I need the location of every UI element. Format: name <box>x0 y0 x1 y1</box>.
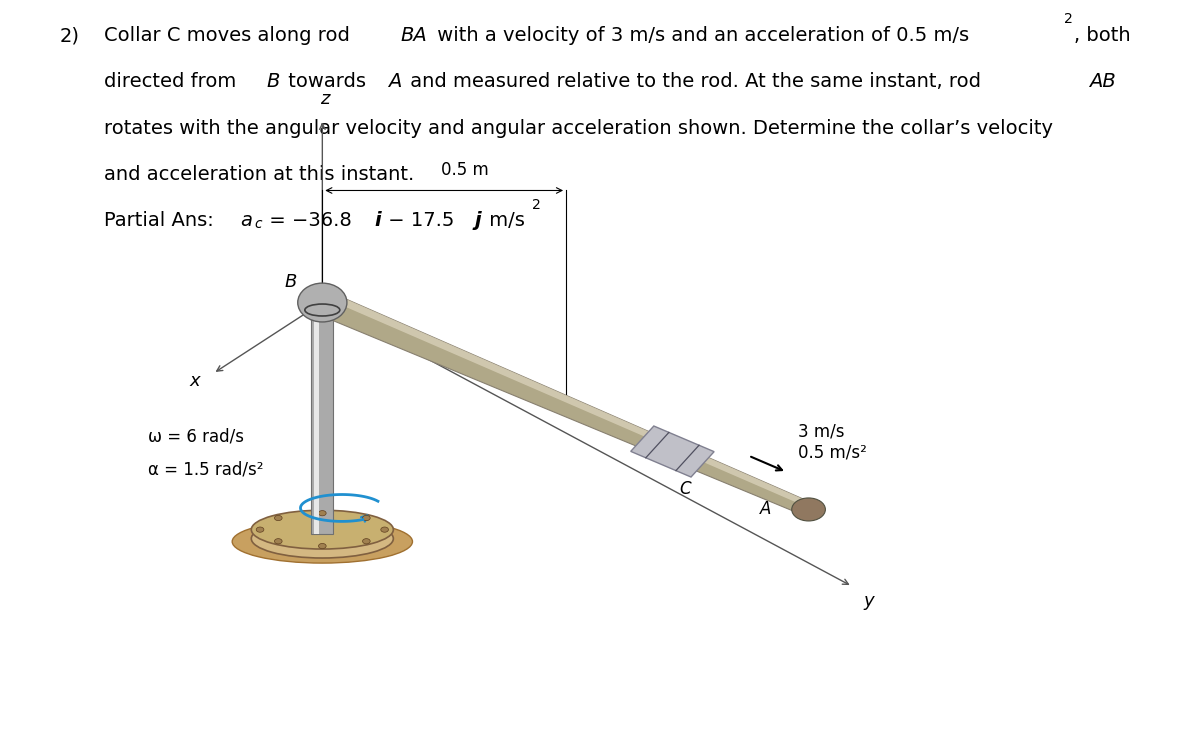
Text: B: B <box>284 273 298 291</box>
Circle shape <box>362 515 370 521</box>
Circle shape <box>318 544 326 548</box>
Text: 2): 2) <box>60 26 80 45</box>
Text: Partial Ans:: Partial Ans: <box>104 211 220 230</box>
Circle shape <box>275 515 282 521</box>
Text: = −36.8: = −36.8 <box>263 211 358 230</box>
Text: AB: AB <box>1090 72 1116 91</box>
Text: A: A <box>389 72 402 91</box>
Polygon shape <box>631 426 714 477</box>
Text: j: j <box>475 211 481 230</box>
Text: 0.5 m: 0.5 m <box>440 161 488 179</box>
Text: rotates with the angular velocity and angular acceleration shown. Determine the : rotates with the angular velocity and an… <box>104 119 1052 137</box>
Text: B: B <box>266 72 280 91</box>
Text: directed from: directed from <box>104 72 242 91</box>
Text: α = 1.5 rad/s²: α = 1.5 rad/s² <box>148 460 263 478</box>
Circle shape <box>380 527 389 532</box>
Text: towards: towards <box>282 72 372 91</box>
Bar <box>312 303 334 534</box>
Text: x: x <box>190 372 200 390</box>
Text: with a velocity of 3 m/s and an acceleration of 0.5 m/s: with a velocity of 3 m/s and an accelera… <box>432 26 970 45</box>
Text: z: z <box>319 90 329 108</box>
Text: A: A <box>760 500 770 518</box>
Text: y: y <box>863 592 874 610</box>
Ellipse shape <box>232 520 413 563</box>
Ellipse shape <box>298 283 347 322</box>
Text: C: C <box>679 480 690 498</box>
Text: BA: BA <box>400 26 427 45</box>
Circle shape <box>318 511 326 515</box>
Text: i: i <box>374 211 382 230</box>
Text: , both: , both <box>1074 26 1130 45</box>
Text: and acceleration at this instant.: and acceleration at this instant. <box>104 165 414 184</box>
Polygon shape <box>313 293 814 515</box>
Text: c: c <box>254 217 262 231</box>
Ellipse shape <box>792 498 826 521</box>
Circle shape <box>275 539 282 544</box>
Ellipse shape <box>251 510 394 549</box>
Bar <box>313 303 319 534</box>
Text: and measured relative to the rod. At the same instant, rod: and measured relative to the rod. At the… <box>404 72 988 91</box>
Circle shape <box>362 539 370 544</box>
Text: ω = 6 rad/s: ω = 6 rad/s <box>148 428 244 446</box>
Text: 3 m/s: 3 m/s <box>798 423 844 441</box>
Text: 2: 2 <box>532 197 541 211</box>
Ellipse shape <box>251 519 394 558</box>
Text: a: a <box>240 211 252 230</box>
Circle shape <box>257 527 264 532</box>
Text: − 17.5: − 17.5 <box>383 211 461 230</box>
Text: m/s: m/s <box>482 211 524 230</box>
Polygon shape <box>326 293 814 508</box>
Text: 2: 2 <box>1063 12 1073 26</box>
Text: Collar C moves along rod: Collar C moves along rod <box>104 26 356 45</box>
Text: 0.5 m/s²: 0.5 m/s² <box>798 444 866 462</box>
